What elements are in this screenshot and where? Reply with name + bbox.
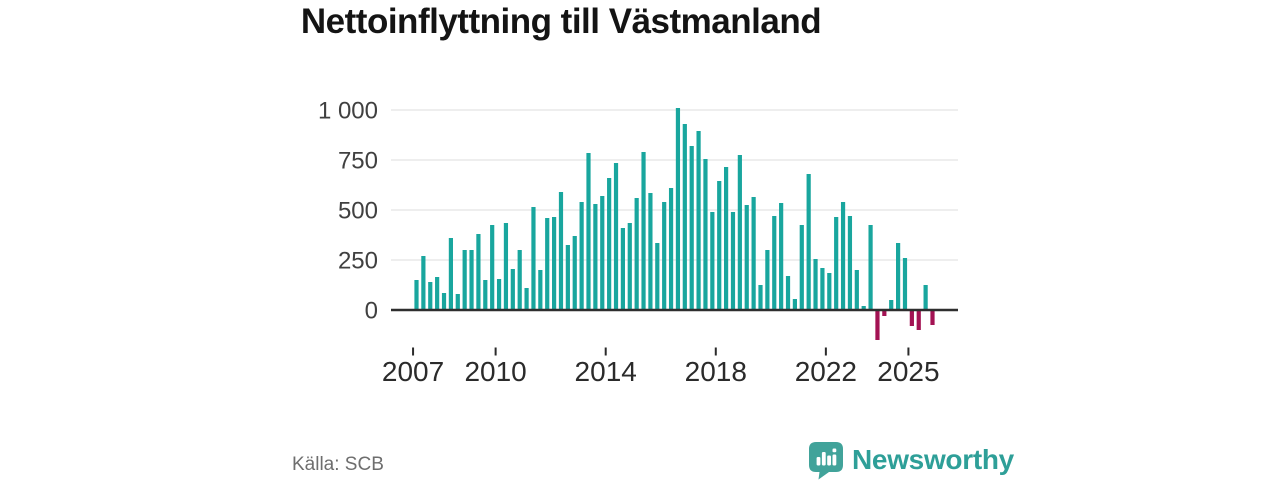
newsworthy-logo-icon [809, 442, 843, 480]
bar-2013-Q1 [579, 202, 584, 310]
x-axis-label-2014: 2014 [575, 356, 637, 387]
bar-2025-Q3 [923, 285, 928, 310]
bar-2011-Q2 [531, 207, 536, 310]
bar-2022-Q3 [840, 202, 846, 310]
bar-2024-Q4 [902, 258, 908, 310]
bar-2024-Q2 [889, 300, 894, 310]
bar-2025-Q2 [916, 310, 921, 330]
bar-2013-Q2 [586, 153, 591, 310]
bar-2007-Q2 [421, 256, 426, 310]
bar-2011-Q3 [538, 270, 543, 310]
bar-2013-Q3 [593, 204, 598, 310]
bar-2019-Q4 [765, 250, 770, 310]
bar-2021-Q2 [806, 174, 811, 310]
bar-2014-Q3 [620, 228, 625, 310]
bar-2012-Q1 [552, 217, 557, 310]
x-axis-label-2025: 2025 [877, 356, 939, 387]
bar-2009-Q1 [469, 250, 474, 310]
bar-2017-Q1 [689, 146, 694, 310]
bar-2014-Q2 [613, 163, 619, 310]
bar-2011-Q1 [524, 288, 529, 310]
bar-2015-Q4 [655, 243, 660, 310]
bar-2016-Q2 [668, 188, 674, 310]
bar-2016-Q3 [675, 108, 681, 310]
x-axis-label-2022: 2022 [795, 356, 857, 387]
bar-2022-Q2 [834, 217, 839, 310]
chart-title: Nettoinflyttning till Västmanland [300, 2, 822, 41]
newsworthy-logo: Newsworthy [809, 442, 1014, 480]
bar-2015-Q3 [648, 193, 653, 310]
bar-2008-Q2 [448, 238, 453, 310]
y-axis-label-1000: 1 000 [318, 98, 378, 125]
bar-2007-Q3 [428, 282, 433, 310]
bar-2023-Q1 [854, 270, 859, 310]
bar-2023-Q4 [875, 310, 880, 340]
bar-2019-Q1 [744, 205, 749, 310]
bar-2008-Q4 [462, 250, 467, 310]
bar-2020-Q3 [785, 276, 791, 310]
bar-2019-Q2 [751, 197, 756, 310]
bar-2014-Q4 [627, 223, 632, 310]
bar-2018-Q1 [717, 181, 722, 310]
y-axis-label-750: 750 [338, 148, 378, 175]
bar-2015-Q2 [641, 152, 646, 310]
bar-2020-Q4 [792, 299, 797, 310]
y-axis-label-500: 500 [338, 198, 378, 225]
newsworthy-wordmark: Newsworthy [852, 444, 1014, 475]
bar-2010-Q2 [503, 223, 509, 310]
bar-2024-Q1 [882, 310, 887, 316]
bar-2024-Q3 [896, 243, 901, 310]
bar-2023-Q3 [868, 225, 873, 310]
bar-2016-Q4 [682, 124, 687, 310]
bar-2010-Q3 [510, 269, 515, 310]
bar-2012-Q3 [565, 245, 570, 310]
bar-2007-Q1 [414, 280, 419, 310]
y-axis-label-0: 0 [365, 298, 378, 325]
y-axis-label-250: 250 [338, 248, 378, 275]
bar-2025-Q4 [930, 310, 935, 325]
bar-2011-Q4 [545, 218, 550, 310]
bar-2009-Q3 [483, 280, 488, 310]
bar-2020-Q1 [772, 216, 777, 310]
bar-2018-Q4 [737, 155, 742, 310]
bar-2017-Q2 [696, 131, 701, 310]
bar-2019-Q3 [758, 285, 763, 310]
bar-2007-Q4 [435, 277, 440, 310]
bar-2018-Q2 [724, 167, 729, 310]
bar-2017-Q3 [703, 159, 708, 310]
bar-2012-Q4 [572, 236, 577, 310]
source-caption: Källa: SCB [292, 454, 384, 475]
bar-2010-Q4 [517, 250, 522, 310]
bar-2021-Q3 [813, 259, 818, 310]
bar-2022-Q1 [827, 273, 832, 310]
bar-2009-Q4 [490, 225, 495, 310]
bar-2017-Q4 [710, 212, 715, 310]
x-axis-label-2010: 2010 [464, 356, 526, 387]
bar-2018-Q3 [730, 212, 736, 310]
bar-2021-Q1 [799, 225, 804, 310]
bar-2009-Q2 [476, 234, 481, 310]
bar-2023-Q2 [861, 306, 866, 310]
bar-2008-Q1 [441, 293, 447, 310]
bar-2022-Q4 [847, 216, 853, 310]
x-axis-label-2007: 2007 [382, 356, 444, 387]
bar-2020-Q2 [779, 203, 784, 310]
bar-2025-Q1 [909, 310, 914, 326]
bar-2016-Q1 [662, 202, 667, 310]
bar-2013-Q4 [600, 196, 605, 310]
x-axis-label-2018: 2018 [685, 356, 747, 387]
bar-2021-Q4 [820, 268, 825, 310]
bar-2015-Q1 [634, 198, 639, 310]
bar-2014-Q1 [607, 178, 612, 310]
bar-2008-Q3 [455, 294, 460, 310]
bar-2012-Q2 [558, 192, 564, 310]
bar-2010-Q1 [496, 279, 502, 310]
